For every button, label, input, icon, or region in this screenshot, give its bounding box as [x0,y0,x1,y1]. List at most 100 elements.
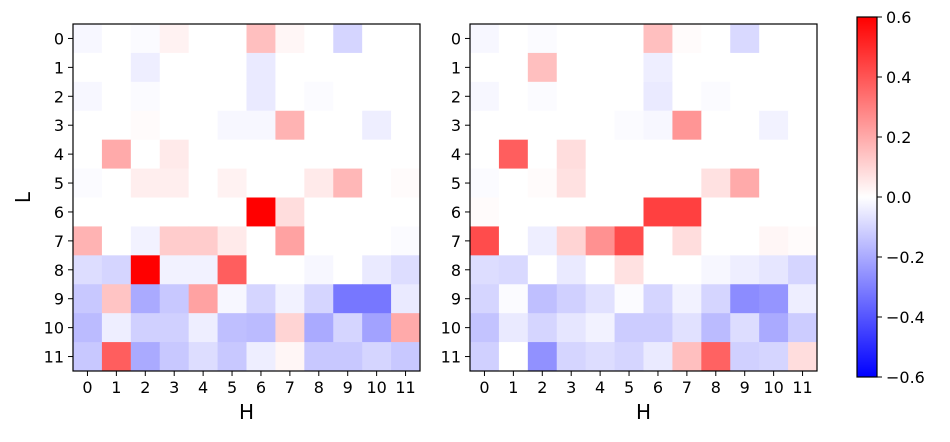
heatmap-left-cell-r9-c11 [391,284,421,314]
heatmap-right-x-tick-label: 10 [763,378,783,397]
heatmap-right-cell-r9-c1 [498,284,529,314]
heatmap-left-cell-r7-c4 [188,226,219,256]
heatmap-right-cell-r6-c2 [527,197,558,227]
heatmap-left-cell-r10-c11 [391,313,421,343]
heatmap-left-cell-r5-c6 [246,168,276,198]
heatmap-right-cell-r3-c3 [556,110,587,141]
heatmap-right-cell-r8-c6 [643,255,673,285]
heatmap-right-cell-r6-c8 [701,197,731,227]
heatmap-left-cell-r10-c6 [246,313,276,343]
heatmap-right-cell-r1-c11 [788,52,818,83]
heatmap-left-cell-r11-c7 [275,342,305,372]
heatmap-left-cell-r2-c8 [304,81,334,112]
heatmap-right-cell-r10-c6 [643,313,673,343]
heatmap-left-cell-r4-c0 [73,139,103,170]
heatmap-right-cell-r5-c5 [614,168,644,198]
heatmap-right-cell-r0-c9 [730,24,760,54]
heatmap-right-cell-r5-c6 [643,168,673,198]
heatmap-left-cell-r8-c10 [362,255,392,285]
heatmap-right-cell-r5-c3 [556,168,587,198]
heatmap-left-cell-r2-c3 [159,81,190,112]
heatmap-left-cell-r2-c9 [333,81,363,112]
heatmap-right-cell-r5-c11 [788,168,818,198]
heatmap-left-cell-r3-c3 [159,110,190,141]
heatmap-left-cell-r2-c11 [391,81,421,112]
heatmap-right-cell-r4-c8 [701,139,731,170]
heatmap-left-cell-r3-c4 [188,110,219,141]
heatmap-left-cell-r5-c2 [130,168,161,198]
heatmap-left-cell-r11-c4 [188,342,219,372]
colorbar-gradient [857,17,877,377]
heatmap-left-cell-r9-c7 [275,284,305,314]
heatmap-right-cell-r10-c10 [759,313,789,343]
heatmap-right-y-tick-label: 6 [451,203,461,222]
heatmap-right-cell-r4-c10 [759,139,789,170]
heatmap-right-cell-r3-c2 [527,110,558,141]
heatmap-left-y-tick-label: 9 [54,290,64,309]
heatmap-right-x-tick-label: 1 [508,378,518,397]
heatmap-left-cell-r6-c4 [188,197,219,227]
heatmap-right-y-tick-label: 1 [451,58,461,77]
heatmap-right-cell-r0-c1 [498,24,529,54]
heatmap-left-cell-r3-c9 [333,110,363,141]
heatmap-right-cell-r9-c10 [759,284,789,314]
heatmap-left-cell-r9-c9 [333,284,363,314]
heatmap-left-cell-r1-c4 [188,52,219,83]
heatmap-left-cell-r5-c5 [217,168,247,198]
heatmap-left-cell-r10-c1 [101,313,132,343]
heatmap-right-cell-r0-c7 [672,24,702,54]
heatmap-right-cell-r10-c2 [527,313,558,343]
heatmap-right-cell-r1-c8 [701,52,731,83]
heatmap-left-cell-r9-c10 [362,284,392,314]
heatmap-right-cell-r6-c6 [643,197,673,227]
heatmap-left-cell-r8-c5 [217,255,247,285]
heatmap-left-cell-r8-c3 [159,255,190,285]
heatmap-left-cell-r1-c8 [304,52,334,83]
colorbar: 0.6 0.4 0.2 0.0 −0.2 −0.4 −0.6 [856,8,925,387]
heatmap-right-x-tick-label: 9 [740,378,750,397]
heatmap-right-cell-r3-c10 [759,110,789,141]
heatmap-left-cell-r1-c11 [391,52,421,83]
heatmap-left-cell-r0-c0 [73,24,103,54]
heatmap-right-cell-r1-c2 [527,52,558,83]
heatmap-left-x-tick-label: 6 [256,378,266,397]
heatmap-left-cell-r7-c9 [333,226,363,256]
colorbar-tick-label: 0.0 [886,188,911,207]
heatmap-left-y-tick-label: 8 [54,261,64,280]
heatmap-left-cell-r11-c11 [391,342,421,372]
heatmap-right-cell-r0-c10 [759,24,789,54]
heatmap-left-cell-r9-c8 [304,284,334,314]
heatmap-left-cell-r0-c9 [333,24,363,54]
heatmap-right-cell-r9-c9 [730,284,760,314]
heatmap-right-cell-r6-c10 [759,197,789,227]
heatmap-left-cell-r2-c0 [73,81,103,112]
heatmap-left-cell-r1-c3 [159,52,190,83]
heatmap-left-cell-r0-c2 [130,24,161,54]
heatmap-left-cell-r6-c10 [362,197,392,227]
heatmap-right-cell-r2-c5 [614,81,644,112]
heatmap-right-cell-r2-c8 [701,81,731,112]
heatmap-right-cell-r10-c3 [556,313,587,343]
heatmap-right-cell-r7-c6 [643,226,673,256]
heatmap-left-y-ticks: 0 1 2 3 4 5 6 7 8 9 10 11 [44,29,73,367]
heatmap-right-cell-r4-c7 [672,139,702,170]
heatmap-right-cell-r8-c0 [470,255,500,285]
heatmap-left-cell-r5-c0 [73,168,103,198]
heatmap-left-cell-r4-c10 [362,139,392,170]
heatmap-right-cell-r6-c3 [556,197,587,227]
heatmap-right-cell-r6-c1 [498,197,529,227]
heatmap-left-cell-r1-c2 [130,52,161,83]
heatmap-right-cell-r6-c0 [470,197,500,227]
heatmap-right-cell-r11-c6 [643,342,673,372]
heatmap-left-cell-r3-c2 [130,110,161,141]
heatmap-right-cell-r8-c1 [498,255,529,285]
heatmap-right-x-tick-label: 3 [566,378,576,397]
heatmap-right-y-tick-label: 11 [441,348,461,367]
heatmap-right-cell-r10-c0 [470,313,500,343]
heatmap-right-cell-r5-c7 [672,168,702,198]
heatmap-right-y-tick-label: 10 [441,319,461,338]
heatmap-left-frame [72,23,421,372]
heatmap-left-cell-r2-c2 [130,81,161,112]
heatmap-right-cell-r9-c4 [585,284,616,314]
heatmap-right-cell-r11-c3 [556,342,587,372]
